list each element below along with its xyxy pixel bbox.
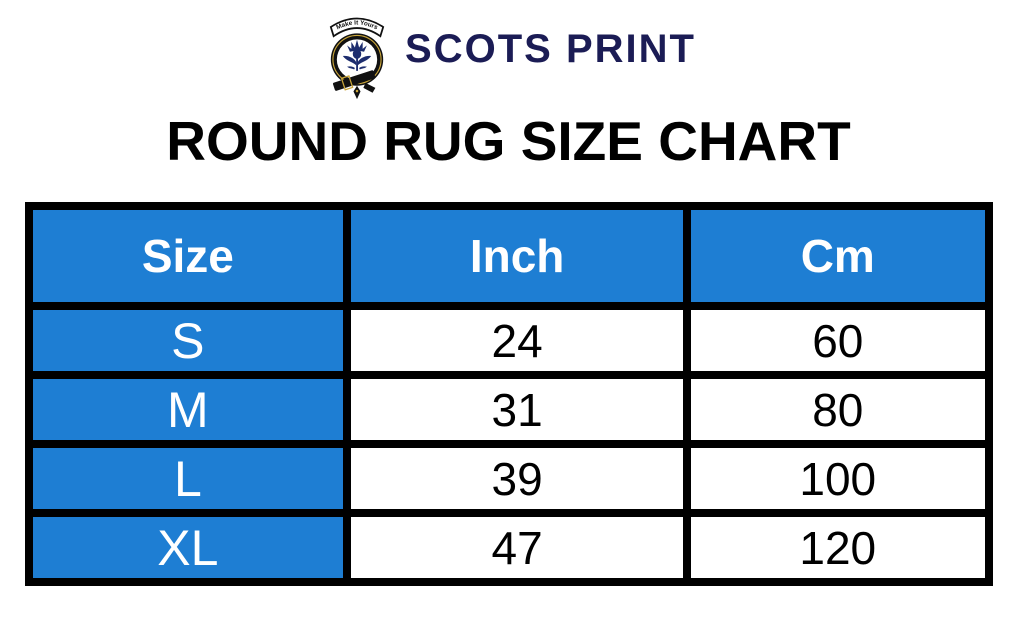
value-cell: 47 [343,509,692,586]
table-row: L 39 100 [24,440,993,517]
value-cell: 60 [683,302,993,379]
crest-buckle [333,70,376,91]
size-chart-table: Size Inch Cm S 24 60 M 31 80 L 39 100 XL 47 120 [24,202,993,586]
size-cell: M [24,371,352,448]
page-title: ROUND RUG SIZE CHART [166,110,851,172]
size-cell: S [24,302,352,379]
table-row: M 31 80 [24,371,993,448]
size-cell: L [24,440,352,517]
column-header-size: Size [24,202,352,310]
value-cell: 100 [683,440,993,517]
value-cell: 31 [343,371,692,448]
size-cell: XL [24,509,352,586]
table-row: XL 47 120 [24,509,993,586]
crest-pendant [353,85,361,100]
column-header-inch: Inch [343,202,692,310]
brand-header: Make It Yours [0,0,1017,102]
brand-logo: Make It Yours [321,10,393,102]
table-row: S 24 60 [24,302,993,379]
header-row: Size Inch Cm [24,202,993,310]
value-cell: 39 [343,440,692,517]
brand-name: SCOTS PRINT [405,27,696,71]
value-cell: 120 [683,509,993,586]
value-cell: 24 [343,302,692,379]
value-cell: 80 [683,371,993,448]
thistle-glyph [342,39,372,71]
column-header-cm: Cm [683,202,993,310]
clan-crest-thistle-icon: Make It Yours [329,17,385,100]
table-body: S 24 60 M 31 80 L 39 100 XL 47 120 [24,302,993,586]
